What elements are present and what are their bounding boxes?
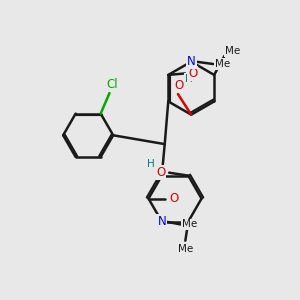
Text: Me: Me bbox=[178, 244, 193, 254]
Text: O: O bbox=[169, 192, 178, 205]
Text: O: O bbox=[156, 166, 166, 179]
Text: H: H bbox=[185, 74, 193, 84]
Text: N: N bbox=[187, 55, 196, 68]
Text: Cl: Cl bbox=[106, 78, 118, 91]
Text: N: N bbox=[158, 215, 166, 228]
Text: Me: Me bbox=[225, 46, 240, 56]
Text: O: O bbox=[188, 67, 197, 80]
Text: O: O bbox=[175, 79, 184, 92]
Text: Me: Me bbox=[182, 220, 197, 230]
Text: Me: Me bbox=[214, 59, 230, 69]
Text: H: H bbox=[147, 159, 155, 170]
